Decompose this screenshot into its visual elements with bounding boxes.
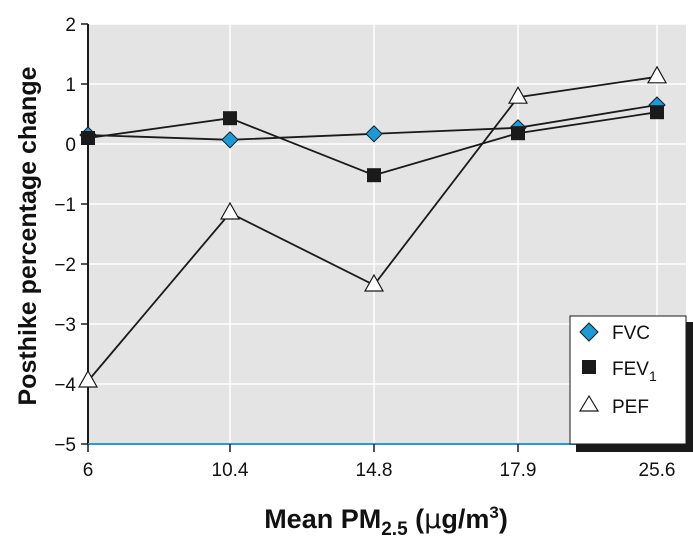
data-point-pef-25-6 (646, 65, 668, 84)
data-point-pef-10-4 (219, 201, 241, 220)
y-tick-label-2: 2 (65, 15, 76, 36)
y-tick-label-4: −4 (54, 375, 76, 396)
x-axis-title-subscript: 2.5 (381, 519, 408, 540)
y-axis-ticks: 2 1 0 −1 −2 −3 −4 −5 (54, 15, 88, 456)
data-point-pef-14-8 (363, 273, 385, 292)
y-tick-label-1: 1 (65, 75, 76, 96)
x-tick-label-17-9: 17.9 (500, 460, 537, 481)
x-tick-label-14-8: 14.8 (356, 460, 393, 481)
x-axis-ticks: 6 10.4 14.8 17.9 25.6 (83, 444, 676, 481)
legend: FVC FEV1 PEF (569, 315, 693, 452)
x-axis-title-main: Mean PM (264, 504, 381, 534)
series-group (77, 65, 668, 388)
data-point-fev1-25-6 (650, 105, 664, 120)
x-axis-title-unit-open: ( (408, 504, 425, 534)
y-tick-label-3: −3 (54, 315, 76, 336)
legend-pef-marker-icon (578, 394, 600, 412)
x-axis-title-unit-close: ) (499, 504, 508, 534)
y-tick-label-5: −5 (54, 435, 76, 456)
legend-fvc-marker-icon (579, 322, 599, 342)
x-tick-label-25-6: 25.6 (639, 460, 676, 481)
data-point-fvc-14-8 (365, 125, 383, 143)
data-point-fev1-6 (81, 131, 95, 145)
x-axis-title-unit-mu: µ (424, 504, 441, 535)
data-point-fev1-10-4 (223, 111, 237, 126)
data-point-pef-17-9 (507, 85, 529, 104)
legend-fev1-label-main: FEV (612, 359, 649, 380)
x-axis-title: Mean PM2.5 (µg/m3) (264, 503, 508, 540)
data-point-fev1-14-8 (367, 168, 381, 183)
legend-fev1-marker-icon (582, 360, 596, 374)
y-axis-title: Posthike percentage change (14, 66, 42, 405)
legend-pef-label: PEF (612, 397, 649, 418)
y-tick-label-1: −1 (54, 195, 76, 216)
legend-fev1-label-subscript: 1 (649, 368, 657, 384)
legend-fvc-label: FVC (612, 323, 650, 344)
y-tick-label-2: −2 (54, 255, 76, 276)
x-axis-title-superscript: 3 (489, 503, 498, 522)
data-point-fvc-10-4 (221, 131, 239, 149)
x-tick-label-6: 6 (83, 460, 94, 481)
x-axis-title-unit: g/m (441, 504, 489, 534)
data-point-pef-6 (77, 369, 99, 388)
legend-fev1-label: FEV1 (612, 359, 657, 384)
y-tick-label-0: 0 (65, 135, 76, 156)
x-tick-label-10-4: 10.4 (212, 460, 249, 481)
data-point-fev1-17-9 (511, 126, 525, 141)
